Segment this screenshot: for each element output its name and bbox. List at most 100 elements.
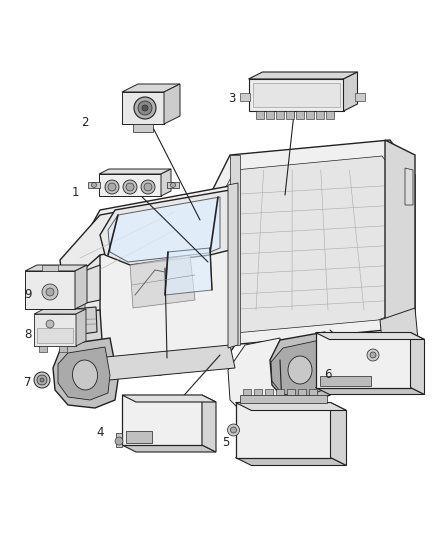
Polygon shape: [319, 376, 371, 385]
Polygon shape: [122, 445, 216, 452]
Polygon shape: [161, 169, 171, 196]
Polygon shape: [248, 79, 343, 111]
Polygon shape: [230, 155, 240, 345]
Polygon shape: [122, 395, 202, 445]
Polygon shape: [100, 190, 230, 265]
Polygon shape: [270, 332, 332, 403]
Polygon shape: [410, 333, 424, 394]
Circle shape: [142, 105, 148, 111]
Circle shape: [170, 182, 176, 188]
Polygon shape: [75, 345, 235, 383]
Polygon shape: [315, 333, 410, 387]
Polygon shape: [122, 92, 164, 124]
Polygon shape: [53, 338, 118, 408]
Polygon shape: [380, 308, 418, 352]
Polygon shape: [276, 111, 284, 119]
Polygon shape: [256, 111, 264, 119]
Polygon shape: [167, 182, 179, 188]
Polygon shape: [58, 307, 97, 337]
Polygon shape: [236, 402, 331, 457]
Circle shape: [115, 437, 123, 445]
Ellipse shape: [72, 360, 98, 390]
Polygon shape: [116, 432, 122, 447]
Polygon shape: [52, 255, 100, 330]
Polygon shape: [266, 111, 274, 119]
Polygon shape: [265, 389, 273, 394]
Polygon shape: [88, 182, 100, 188]
Polygon shape: [133, 124, 153, 132]
Polygon shape: [25, 265, 87, 271]
Polygon shape: [240, 93, 250, 101]
Polygon shape: [298, 389, 306, 394]
Text: 4: 4: [96, 425, 104, 439]
Polygon shape: [316, 111, 324, 119]
Circle shape: [367, 349, 379, 361]
Circle shape: [46, 320, 54, 328]
Polygon shape: [228, 338, 280, 415]
Polygon shape: [165, 248, 212, 295]
Text: 5: 5: [223, 435, 230, 448]
Polygon shape: [236, 402, 346, 410]
Text: 1: 1: [71, 185, 79, 198]
Circle shape: [105, 180, 119, 194]
Polygon shape: [254, 389, 262, 394]
Circle shape: [42, 284, 58, 300]
Circle shape: [144, 183, 152, 191]
Ellipse shape: [288, 356, 312, 384]
Polygon shape: [306, 111, 314, 119]
Circle shape: [126, 183, 134, 191]
Circle shape: [141, 180, 155, 194]
Polygon shape: [75, 265, 87, 309]
Polygon shape: [130, 255, 195, 308]
Polygon shape: [126, 431, 152, 443]
Polygon shape: [164, 84, 180, 124]
Polygon shape: [220, 156, 404, 333]
Text: 7: 7: [24, 376, 32, 389]
Polygon shape: [99, 174, 161, 196]
Text: 2: 2: [81, 116, 89, 128]
Circle shape: [370, 352, 376, 358]
Polygon shape: [39, 346, 47, 352]
Polygon shape: [58, 347, 110, 400]
Polygon shape: [315, 333, 424, 340]
Polygon shape: [48, 310, 102, 345]
Polygon shape: [25, 271, 75, 309]
Polygon shape: [276, 389, 284, 394]
Polygon shape: [248, 72, 357, 79]
Polygon shape: [326, 111, 334, 119]
Polygon shape: [34, 314, 76, 346]
Polygon shape: [210, 140, 415, 345]
Text: 9: 9: [24, 288, 32, 302]
Circle shape: [37, 375, 47, 385]
Polygon shape: [286, 111, 294, 119]
Polygon shape: [34, 309, 86, 314]
Circle shape: [34, 372, 50, 388]
Polygon shape: [331, 402, 346, 465]
Polygon shape: [76, 309, 86, 346]
Circle shape: [123, 180, 137, 194]
Polygon shape: [296, 111, 304, 119]
Circle shape: [40, 378, 44, 382]
Circle shape: [46, 288, 54, 296]
Polygon shape: [75, 185, 235, 375]
Polygon shape: [243, 389, 251, 394]
Text: 8: 8: [25, 328, 32, 342]
Text: 6: 6: [324, 368, 332, 382]
Polygon shape: [236, 457, 346, 465]
Polygon shape: [385, 140, 415, 330]
Polygon shape: [271, 340, 326, 397]
Polygon shape: [240, 394, 326, 402]
Polygon shape: [60, 265, 100, 308]
Text: 3: 3: [228, 92, 236, 104]
Polygon shape: [228, 183, 238, 348]
Polygon shape: [108, 197, 220, 262]
Polygon shape: [70, 302, 85, 309]
Circle shape: [92, 182, 96, 188]
Polygon shape: [59, 346, 67, 352]
Polygon shape: [42, 265, 58, 271]
Polygon shape: [287, 389, 295, 394]
Polygon shape: [202, 395, 216, 452]
Circle shape: [138, 101, 152, 115]
Polygon shape: [354, 93, 364, 101]
Polygon shape: [405, 168, 413, 205]
